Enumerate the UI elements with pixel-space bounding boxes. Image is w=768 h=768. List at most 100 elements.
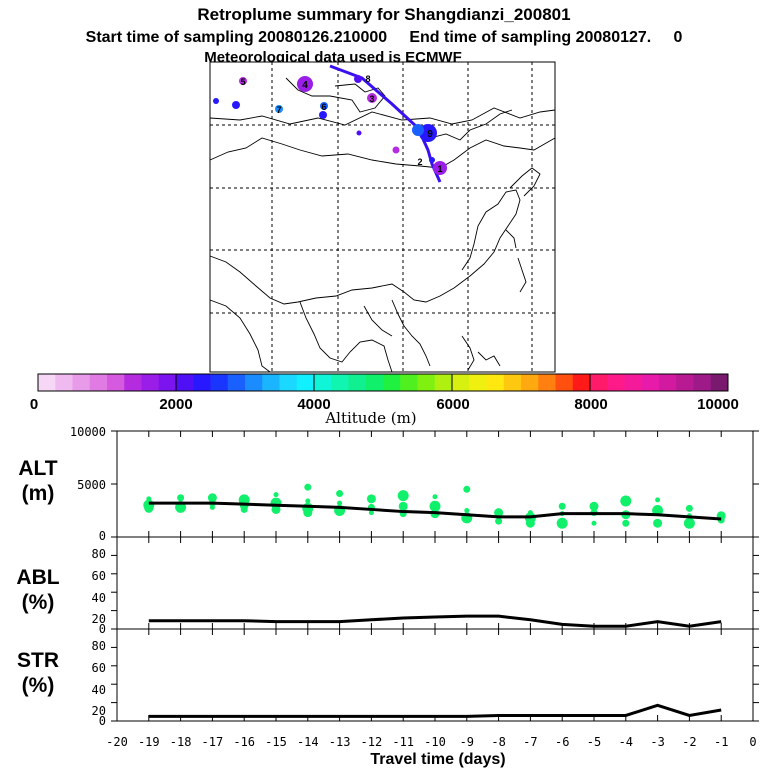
alt-scatter-point — [368, 510, 374, 516]
marker-1 — [433, 161, 447, 175]
colorbar-swatch — [55, 374, 73, 391]
x-tick-label: -2 — [682, 735, 696, 749]
alt-ticks — [111, 430, 759, 538]
x-tick-label: -10 — [424, 735, 446, 749]
abl-panel: ABL (%) 80 60 40 20 0 — [16, 536, 759, 636]
str-line — [148, 703, 722, 718]
alt-scatter-point — [397, 490, 409, 502]
x-tick-label: 0 — [749, 735, 756, 749]
alt-scatter-point — [303, 508, 313, 518]
str-ylabel-line2: (%) — [22, 674, 55, 697]
alt-ytick-label: 10000 — [70, 425, 106, 439]
x-tick-label: -20 — [106, 735, 128, 749]
plume-blob — [232, 101, 240, 109]
colorbar-swatch — [279, 374, 298, 391]
map-frame — [209, 61, 556, 373]
alt-scatter-point — [337, 500, 343, 506]
colorbar-swatch — [607, 374, 625, 391]
alt-scatter-point — [305, 498, 311, 504]
marker-7 — [275, 105, 283, 113]
plume-blob — [412, 124, 424, 136]
colorbar-swatch — [452, 374, 470, 391]
colorbar-axis-label: Altitude (m) — [324, 409, 416, 427]
x-tick-label: -13 — [329, 735, 351, 749]
marker-7-label: 7 — [276, 105, 281, 115]
figure-title: Retroplume summary for Shangdianzi_20080… — [197, 5, 570, 24]
colorbar-swatch — [193, 374, 211, 391]
marker-3-label: 3 — [369, 94, 374, 104]
str-ylabel-line1: STR — [17, 649, 59, 672]
plume-blob — [392, 146, 400, 154]
alt-ytick-label: 0 — [99, 529, 106, 543]
colorbar-swatch — [624, 374, 643, 391]
colorbar-swatch — [572, 374, 591, 391]
colorbar-swatch — [296, 374, 315, 391]
alt-median-line — [148, 501, 722, 521]
x-tick-labels: -20 -19 -18 -17 -16 -15 -14 -13 -12 -11 -10 -9 -8 -7-… — [106, 735, 756, 749]
colorbar-swatch — [538, 374, 556, 391]
colorbar-tick-label: 6000 — [436, 396, 469, 413]
abl-ticks — [111, 537, 759, 630]
colorbar-swatch — [659, 374, 677, 391]
x-axis-label: Travel time (days) — [370, 751, 505, 768]
colorbar-swatch — [314, 374, 332, 391]
alt-scatter-point — [622, 519, 630, 527]
colorbar-swatch — [210, 374, 229, 391]
alt-scatter-point — [398, 501, 408, 511]
x-tick-label: -5 — [587, 735, 601, 749]
colorbar-swatch — [590, 374, 608, 391]
abl-ytick-label: 0 — [99, 622, 106, 636]
colorbar-swatch — [348, 374, 367, 391]
colorbar-frame — [37, 373, 729, 392]
abl-ytick-label: 20 — [92, 612, 106, 626]
alt-scatter-point — [653, 518, 663, 528]
x-tick-label: -19 — [138, 735, 160, 749]
marker-5-label: 5 — [240, 77, 245, 87]
alt-scatter-point — [273, 492, 279, 498]
x-tick-label: -18 — [170, 735, 192, 749]
marker-2 — [429, 157, 435, 163]
colorbar-swatch — [89, 374, 108, 391]
x-tick-label: -15 — [265, 735, 287, 749]
alt-ytick-label: 5000 — [77, 478, 106, 492]
colorbar-swatch — [158, 374, 177, 391]
marker-3 — [367, 93, 377, 103]
marker-4-label: 4 — [302, 80, 308, 91]
x-tick-label: -12 — [361, 735, 383, 749]
colorbar-tick-label: 0 — [30, 396, 38, 413]
colorbar-swatch — [486, 374, 505, 391]
colorbar-swatch — [383, 374, 401, 391]
colorbar-swatch — [176, 374, 194, 391]
alt-scatter-point — [494, 508, 504, 518]
plume-blob — [356, 130, 362, 136]
colorbar-swatch — [469, 374, 487, 391]
x-tick-label: -3 — [650, 735, 664, 749]
alt-scatter-point — [525, 518, 535, 528]
marker-1-label: 1 — [437, 164, 442, 174]
x-tick-label: -6 — [555, 735, 569, 749]
alt-scatter-points — [143, 483, 726, 529]
x-tick-label: -9 — [460, 735, 474, 749]
plume-markers: 1 2 3 4 5 6 7 8 9 — [213, 74, 447, 175]
alt-scatter-point — [271, 504, 281, 514]
marker-9-label: 9 — [427, 129, 433, 140]
x-tick-label: -16 — [233, 735, 255, 749]
alt-scatter-point — [429, 500, 441, 512]
colorbar-swatch — [72, 374, 91, 391]
alt-scatter-point — [209, 504, 215, 510]
colorbar-swatch — [107, 374, 125, 391]
alt-scatter-point — [432, 494, 438, 500]
alt-scatter-point — [589, 501, 599, 511]
marker-5 — [239, 77, 247, 85]
str-ytick-label: 40 — [92, 683, 106, 697]
colorbar-swatch — [555, 374, 574, 391]
abl-frame — [116, 536, 754, 630]
alt-panel: ALT (m) 10000 5000 0 — [18, 425, 759, 543]
abl-ylabel-line1: ABL — [16, 566, 59, 589]
colorbar-swatch — [434, 374, 453, 391]
colorbar-swatches — [37, 374, 729, 391]
str-ytick-label: 80 — [92, 639, 106, 653]
marker-6-label: 6 — [321, 102, 326, 112]
alt-scatter-point — [464, 508, 470, 513]
